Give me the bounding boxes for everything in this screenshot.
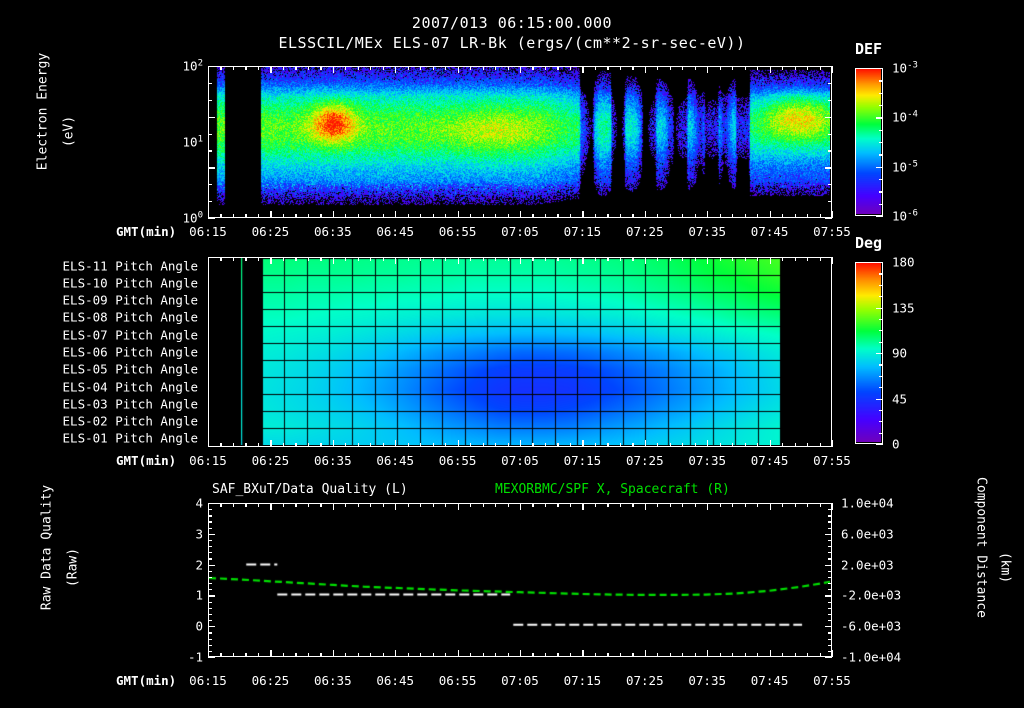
time-tick-label: 07:15 [563, 673, 602, 688]
pitch-angle-row-label: ELS-03 Pitch Angle [62, 396, 198, 412]
time-tick-label: 07:05 [501, 224, 539, 239]
deg-colorbar-title: Deg [855, 234, 883, 252]
pitch-angle-row-label: ELS-09 Pitch Angle [62, 292, 198, 308]
pitch-angle-row-label: ELS-08 Pitch Angle [62, 309, 198, 325]
time-axis-labels-top: 06:15 06:25 06:35 06:45 06:55 07:05 07:15 07:25… [0, 224, 1024, 240]
def-tick-label: 10-4 [892, 109, 918, 125]
time-tick-label: 06:55 [438, 224, 477, 239]
pitch-angle-row-label: ELS-02 Pitch Angle [62, 413, 198, 429]
time-tick-label: 06:25 [251, 673, 290, 688]
energy-tick-label: 102 [182, 58, 203, 74]
gmt-label-bottom: GMT(min) [116, 673, 177, 688]
quality-tick-label: 0 [195, 618, 203, 634]
pitch-angle-row-label: ELS-10 Pitch Angle [62, 275, 198, 291]
electron-energy-spectrogram[interactable] [208, 66, 832, 218]
quality-tick-label: 2 [195, 557, 203, 573]
quality-tick-label: 3 [195, 526, 203, 542]
time-tick-label: 06:45 [376, 673, 415, 688]
time-tick-label: 07:45 [750, 453, 789, 468]
data-quality-panel[interactable] [208, 503, 832, 657]
deg-tick-label: 0 [892, 436, 900, 452]
gmt-label-middle: GMT(min) [116, 453, 177, 468]
def-tick-label: 10-5 [892, 159, 918, 175]
deg-tick-label: 180 [892, 254, 915, 270]
time-tick-label: 07:05 [501, 673, 539, 688]
gmt-label-top: GMT(min) [116, 224, 177, 239]
distance-tick-label: 6.0e+03 [841, 526, 894, 542]
time-tick-label: 07:45 [750, 673, 789, 688]
time-tick-label: 07:25 [625, 453, 664, 468]
time-tick-label: 06:35 [313, 673, 352, 688]
def-colorbar [855, 68, 883, 216]
time-tick-label: 07:55 [813, 224, 851, 239]
pitch-angle-row-label: ELS-06 Pitch Angle [62, 344, 198, 360]
spectrogram-image [209, 67, 830, 216]
time-tick-label: 06:55 [438, 453, 477, 468]
def-tick-label: 10-6 [892, 208, 918, 224]
time-tick-label: 06:15 [189, 224, 227, 239]
def-tick-label: 10-3 [892, 60, 918, 76]
time-tick-label: 06:45 [376, 224, 415, 239]
quality-legend-right: MEXORBMC/SPF X, Spacecraft (R) [495, 482, 730, 497]
energy-tick-label: 101 [182, 134, 203, 150]
deg-tick-label: 135 [892, 300, 915, 315]
quality-tick-label: 4 [195, 495, 203, 511]
deg-tick-label: 45 [892, 391, 908, 406]
time-axis-labels-bottom: 06:15 06:25 06:35 06:45 06:55 07:05 07:15 07:25… [0, 673, 1024, 689]
time-tick-label: 06:15 [189, 453, 227, 468]
time-tick-label: 07:25 [625, 673, 664, 688]
pitch-angle-row-label: ELS-01 Pitch Angle [62, 430, 198, 446]
time-tick-label: 06:35 [313, 453, 352, 468]
page-title: 2007/013 06:15:00.000 [411, 14, 613, 32]
time-tick-label: 07:15 [563, 224, 602, 239]
pitch-angle-panel[interactable] [208, 257, 832, 447]
quality-tick-label: -1 [187, 649, 203, 665]
time-tick-label: 07:45 [750, 224, 789, 239]
time-tick-label: 06:15 [189, 673, 227, 688]
time-tick-label: 07:05 [501, 453, 539, 468]
time-tick-label: 07:15 [563, 453, 602, 468]
distance-tick-label: -6.0e+03 [841, 618, 902, 634]
deg-colorbar-gradient [856, 263, 881, 442]
pitch-angle-row-label: ELS-07 Pitch Angle [62, 327, 198, 343]
pitch-angle-image [209, 258, 830, 445]
def-colorbar-gradient [856, 69, 881, 214]
def-colorbar-title: DEF [855, 40, 883, 58]
time-tick-label: 07:35 [688, 453, 727, 468]
time-tick-label: 07:35 [688, 224, 727, 239]
time-tick-label: 06:35 [313, 224, 352, 239]
data-quality-plot [209, 504, 830, 655]
time-tick-label: 07:55 [813, 453, 851, 468]
distance-tick-label: -1.0e+04 [841, 649, 902, 665]
distance-tick-label: -2.0e+03 [841, 587, 902, 603]
pitch-angle-row-label: ELS-05 Pitch Angle [62, 361, 198, 377]
page-subtitle: ELSSCIL/MEx ELS-07 LR-Bk (ergs/(cm**2-sr… [278, 34, 746, 52]
pitch-angle-row-label: ELS-04 Pitch Angle [62, 379, 198, 395]
time-tick-label: 07:25 [625, 224, 664, 239]
time-tick-label: 06:45 [376, 453, 415, 468]
distance-tick-label: 2.0e+03 [841, 557, 894, 573]
deg-tick-label: 90 [892, 345, 908, 361]
time-tick-label: 07:35 [688, 673, 727, 688]
time-tick-label: 06:25 [251, 453, 290, 468]
quality-tick-label: 1 [195, 587, 203, 603]
time-tick-label: 06:55 [438, 673, 477, 688]
distance-tick-label: 1.0e+04 [841, 495, 894, 511]
pitch-angle-row-labels: ELS-11 Pitch Angle ELS-10 Pitch Angle ELS-… [0, 257, 202, 447]
time-tick-label: 07:55 [813, 673, 851, 688]
time-tick-label: 06:25 [251, 224, 290, 239]
energy-tick-label: 100 [182, 210, 203, 226]
quality-legend-left: SAF_BXuT/Data Quality (L) [212, 482, 408, 497]
time-axis-labels-middle: 06:15 06:25 06:35 06:45 06:55 07:05 07:15 07:25… [0, 453, 1024, 469]
pitch-angle-row-label: ELS-11 Pitch Angle [62, 258, 198, 274]
